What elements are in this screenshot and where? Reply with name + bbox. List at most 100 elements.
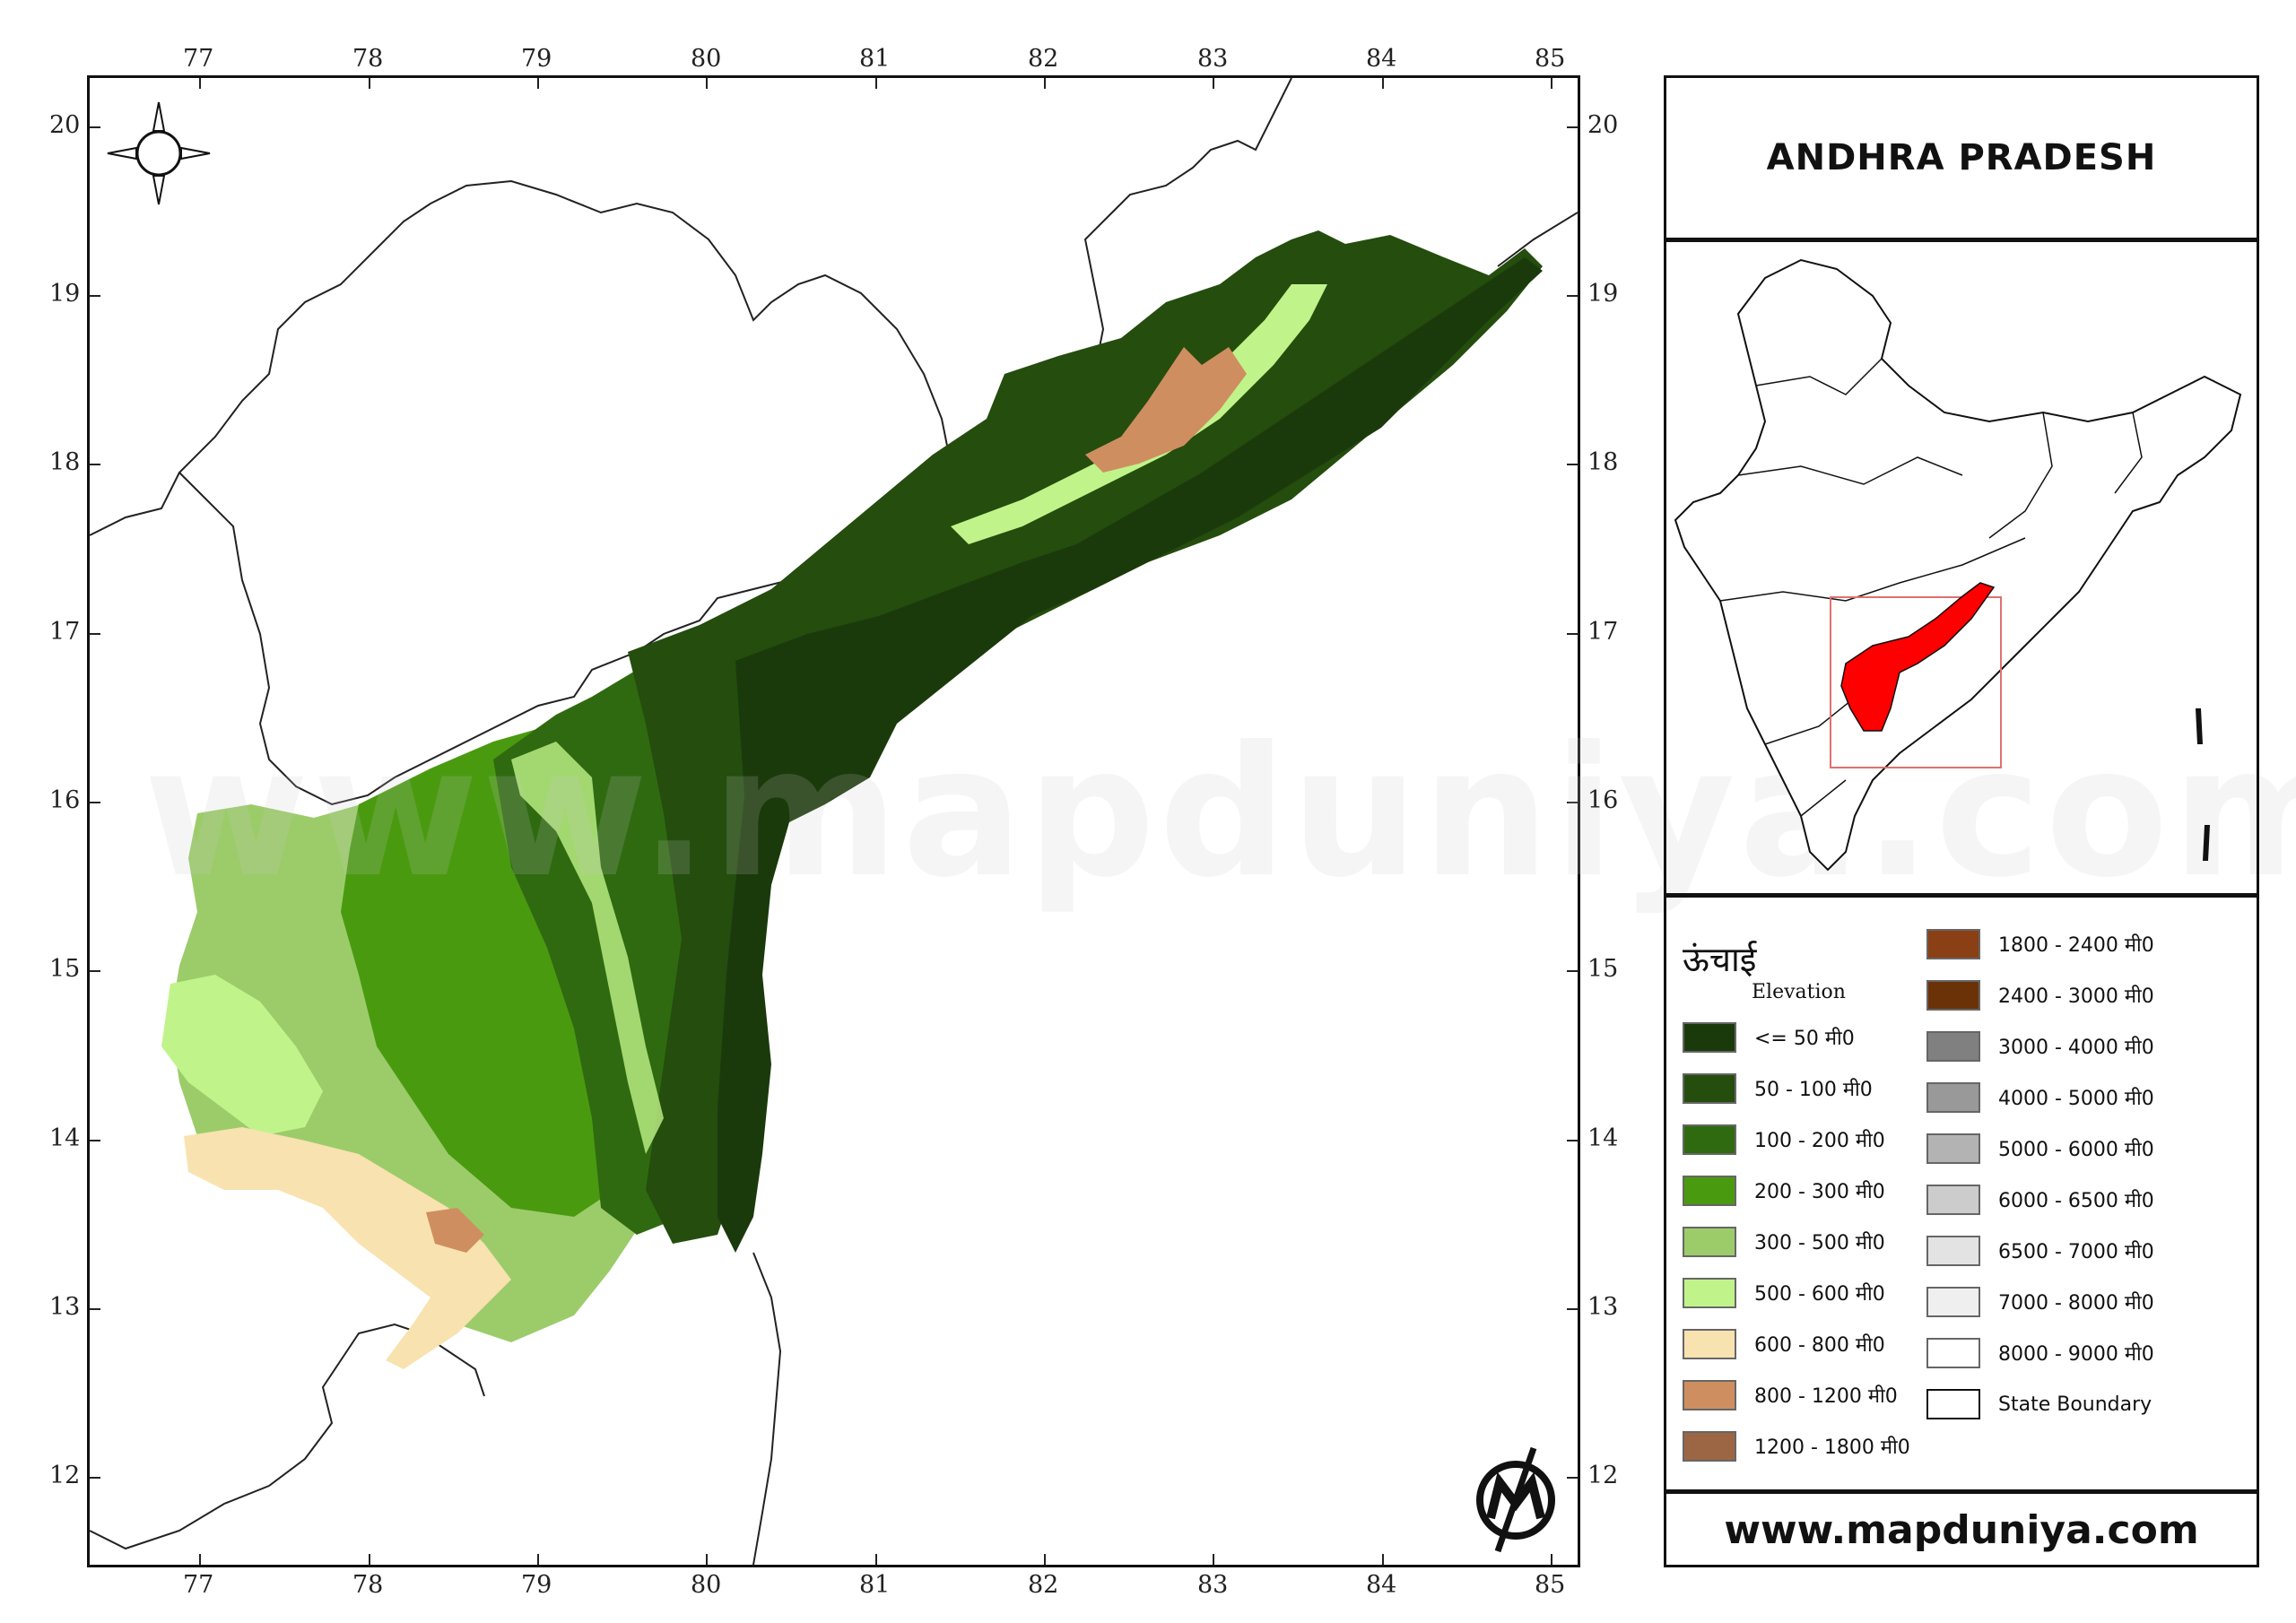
india-inset-map[interactable]	[1666, 242, 2257, 893]
tick-label: 77	[183, 1571, 214, 1599]
legend-label: 1200 - 1800 मी0	[1754, 1436, 1910, 1459]
legend-label: <= 50 मी0	[1754, 1028, 1855, 1050]
side-panel: ANDHRA PRADESH ऊंचाई Elevation <= 50 मी0…	[1664, 75, 2259, 1567]
legend-item: 200 - 300 मी0	[1683, 1175, 1885, 1207]
tick-label: 16	[1587, 786, 1619, 814]
map-edge-ticks	[90, 78, 1578, 1565]
legend-swatch	[1926, 1389, 1980, 1419]
tick-label: 82	[1028, 1571, 1059, 1599]
legend-item: <= 50 मी0	[1683, 1021, 1855, 1054]
legend-label: 200 - 300 मी0	[1754, 1181, 1885, 1203]
india-outline	[1674, 258, 2242, 872]
india-boundary	[1674, 258, 2242, 872]
website-link[interactable]: www.mapduniya.com	[1724, 1506, 2199, 1553]
north-arrow-icon	[107, 101, 211, 205]
tick-label: 19	[1587, 280, 1619, 308]
legend-label: 100 - 200 मी0	[1754, 1130, 1885, 1152]
legend-item: 50 - 100 मी0	[1683, 1072, 1873, 1105]
legend-item: 4000 - 5000 मी0	[1926, 1081, 2154, 1114]
tick-label: 82	[1028, 45, 1059, 73]
tick-label: 79	[521, 45, 552, 73]
panel-divider	[1666, 893, 2257, 898]
legend-swatch	[1683, 1022, 1736, 1053]
tick-label: 80	[691, 45, 722, 73]
western-boundary	[90, 1323, 485, 1550]
legend-label: 3000 - 4000 मी0	[1998, 1037, 2154, 1059]
legend-swatch	[1926, 1287, 1980, 1317]
legend-item: 500 - 600 मी0	[1683, 1277, 1885, 1309]
legend-label: 2400 - 3000 मी0	[1998, 985, 2154, 1008]
tick-label: 16	[49, 786, 81, 814]
tick-label: 18	[49, 448, 81, 476]
legend-item: 3000 - 4000 मी0	[1926, 1030, 2154, 1063]
legend-swatch	[1926, 1236, 1980, 1266]
tick-label: 78	[352, 45, 384, 73]
legend-subheading: Elevation	[1752, 981, 1846, 1003]
legend-swatch	[1683, 1227, 1736, 1257]
tick-label: 84	[1366, 45, 1397, 73]
tick-label: 17	[49, 618, 81, 646]
legend-label: 6500 - 7000 मी0	[1998, 1241, 2154, 1263]
legend-item: 7000 - 8000 मी0	[1926, 1286, 2154, 1318]
legend-item: 100 - 200 मी0	[1683, 1124, 1885, 1156]
legend-swatch	[1683, 1431, 1736, 1462]
legend-item: 800 - 1200 मी0	[1683, 1379, 1898, 1411]
tick-label: 13	[1587, 1293, 1619, 1321]
footer: www.mapduniya.com	[1666, 1495, 2257, 1565]
legend-swatch	[1926, 1082, 1980, 1113]
legend-label: 7000 - 8000 मी0	[1998, 1292, 2154, 1315]
coastline-south	[752, 1252, 782, 1565]
legend-label: 500 - 600 मी0	[1754, 1283, 1885, 1306]
andhra-pradesh-highlight	[1840, 582, 1996, 732]
tick-label: 18	[1587, 448, 1619, 476]
tick-label: 14	[1587, 1124, 1619, 1152]
india-state-lines	[1719, 358, 2143, 817]
legend-item: 6500 - 7000 मी0	[1926, 1235, 2154, 1267]
watermark-text: www.mapduniya.com	[144, 708, 2296, 917]
legend-swatch	[1683, 1073, 1736, 1104]
legend-label: 300 - 500 मी0	[1754, 1232, 1885, 1254]
legend-swatch	[1926, 980, 1980, 1011]
neighbour-boundary-north	[90, 78, 1292, 546]
title-box: ANDHRA PRADESH	[1666, 78, 2257, 238]
tick-label: 85	[1535, 45, 1566, 73]
legend-swatch	[1683, 1124, 1736, 1155]
eastern-ghats-ridge	[511, 742, 664, 1154]
legend-item: 1200 - 1800 मी0	[1683, 1430, 1910, 1462]
elevation-500-600-ghats	[951, 284, 1327, 544]
legend-label: 6000 - 6500 मी0	[1998, 1190, 2154, 1212]
tick-label: 83	[1197, 1571, 1229, 1599]
tick-label: 84	[1366, 1571, 1397, 1599]
tick-label: 13	[49, 1293, 81, 1321]
legend-label: 8000 - 9000 मी0	[1998, 1343, 2154, 1366]
legend-swatch	[1926, 1185, 1980, 1215]
tick-label: 85	[1535, 1571, 1566, 1599]
legend-item: 300 - 500 मी0	[1683, 1226, 1885, 1258]
tick-label: 80	[691, 1571, 722, 1599]
legend-label: 1800 - 2400 मी0	[1998, 934, 2154, 957]
legend-label: 50 - 100 मी0	[1754, 1079, 1873, 1101]
legend-item: 5000 - 6000 मी0	[1926, 1133, 2154, 1165]
elevation-legend: ऊंचाई Elevation <= 50 मी0 50 - 100 मी0 100…	[1666, 898, 2257, 1489]
coastline-north	[1497, 212, 1578, 267]
tick-label: 20	[49, 111, 81, 139]
legend-item: 2400 - 3000 मी0	[1926, 979, 2154, 1011]
elevation-800-1200-ghats	[1085, 347, 1247, 473]
elevation-500-600	[161, 975, 323, 1136]
andaman-islands	[2196, 708, 2210, 861]
legend-label: 800 - 1200 मी0	[1754, 1385, 1898, 1408]
legend-swatch	[1683, 1278, 1736, 1308]
tick-label: 81	[859, 45, 891, 73]
legend-item: 600 - 800 मी0	[1683, 1328, 1885, 1360]
elevation-map[interactable]	[90, 78, 1578, 1565]
map-title: ANDHRA PRADESH	[1766, 137, 2157, 178]
tick-label: 19	[49, 280, 81, 308]
legend-swatch	[1926, 1133, 1980, 1164]
tick-label: 83	[1197, 45, 1229, 73]
map-frame[interactable]	[87, 75, 1580, 1567]
panel-divider	[1666, 1489, 2257, 1494]
legend-item: 8000 - 9000 मी0	[1926, 1337, 2154, 1369]
inset-locator-box	[1830, 596, 2002, 768]
tick-label: 12	[1587, 1462, 1619, 1489]
tick-label: 78	[352, 1571, 384, 1599]
